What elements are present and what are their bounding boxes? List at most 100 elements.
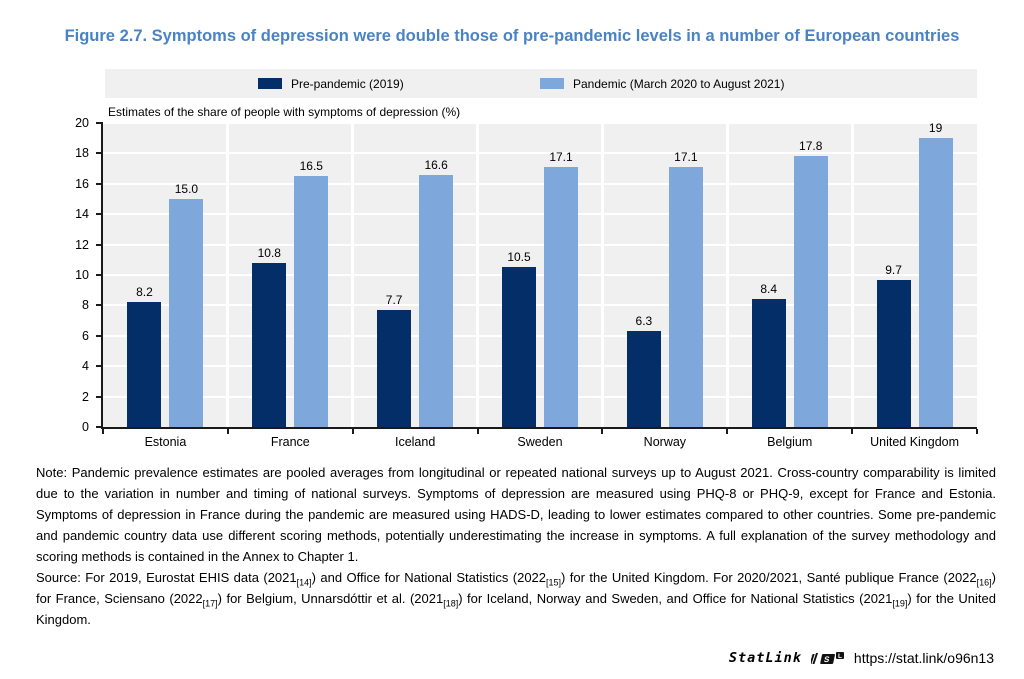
source-segment: Source: For 2019, Eurostat EHIS data (20… [36, 570, 297, 585]
bar-pre-pandemic: 8.2 [127, 285, 162, 427]
x-axis-tick [601, 429, 604, 434]
chart-legend: Pre-pandemic (2019) Pandemic (March 2020… [105, 69, 977, 98]
legend-label-pre-pandemic: Pre-pandemic (2019) [291, 76, 404, 91]
bar-value-label: 6.3 [635, 314, 653, 329]
gridline-horizontal [103, 122, 977, 124]
x-axis-tick [726, 429, 729, 434]
figure-title: Figure 2.7. Symptoms of depression were … [64, 27, 960, 45]
y-axis-tick [96, 334, 103, 337]
y-axis-tick-label: 6 [82, 328, 89, 343]
source-citation-ref: [19] [892, 598, 908, 609]
source-segment: ) for the United Kingdom. For 2020/2021,… [561, 570, 977, 585]
category-group: 8.2 15.0 [103, 123, 228, 427]
x-axis-category-label: Norway [643, 435, 687, 449]
x-axis-tick [351, 429, 354, 434]
bar-value-label: 15.0 [174, 182, 199, 196]
gridline-horizontal [103, 243, 977, 246]
x-axis-labels: Estonia France Iceland Sweden Norway Belgium U… [103, 427, 977, 449]
bar-value-label: 10.5 [507, 250, 531, 265]
bar-value-label: 17.8 [799, 139, 823, 154]
y-axis-tick-label: 4 [82, 359, 89, 374]
source-citation-ref: [18] [443, 598, 459, 609]
bar-value-label: 7.7 [385, 292, 403, 307]
source-segment: ) for Iceland, Norway and Sweden, and Of… [458, 591, 893, 606]
y-axis: 0 2 4 6 8 10 12 14 16 18 20 [0, 116, 103, 434]
svg-text:S: S [823, 655, 831, 664]
bar-pandemic: 17.1 [544, 150, 578, 427]
x-axis-tick [476, 429, 479, 434]
gridline-horizontal [103, 213, 977, 216]
gridline-horizontal [103, 334, 977, 337]
x-axis-category-label: Belgium [767, 435, 813, 449]
bar-pre-pandemic: 6.3 [626, 314, 661, 427]
y-axis-tick [96, 122, 103, 124]
x-axis-category-label: Estonia [144, 435, 187, 449]
x-axis-category-label: Iceland [394, 435, 436, 449]
source-citation-ref: [15] [546, 577, 562, 588]
category-group: 7.7 16.6 [353, 123, 478, 427]
bar-pre-pandemic: 10.8 [252, 246, 287, 427]
bar-pre-pandemic: 7.7 [377, 293, 412, 427]
y-axis-tick [96, 213, 103, 216]
source-citation-ref: [17] [202, 598, 218, 609]
x-axis-category-label: Sweden [517, 435, 563, 449]
x-axis-tick [976, 429, 978, 434]
bar-value-label: 16.6 [424, 157, 448, 172]
x-axis-tick [102, 429, 104, 434]
x-axis-line [101, 427, 977, 429]
y-axis-tick [96, 304, 103, 307]
chart-subtitle: Estimates of the share of people with sy… [108, 105, 461, 119]
y-axis-tick-label: 16 [75, 176, 89, 191]
gridline-horizontal [103, 152, 977, 155]
category-group: 10.8 16.5 [228, 123, 353, 427]
bar-pandemic: 16.6 [419, 158, 454, 427]
legend-item-pandemic: Pandemic (March 2020 to August 2021) [540, 77, 784, 91]
category-group: 9.7 19 [852, 121, 977, 427]
legend-label-pandemic: Pandemic (March 2020 to August 2021) [573, 76, 785, 91]
svg-text:L: L [838, 653, 842, 660]
source-segment: ) for the United Kingdom. [36, 591, 996, 627]
bar-pandemic: 17.8 [793, 139, 828, 427]
bar-pandemic: 19 [918, 121, 953, 427]
x-axis-tick [851, 429, 854, 434]
bar-pre-pandemic: 9.7 [876, 263, 911, 427]
y-axis-tick-label: 14 [75, 207, 89, 222]
bar-pandemic: 16.5 [294, 159, 329, 427]
statlink-icon: S L [810, 652, 844, 664]
y-axis-tick-label: 0 [82, 420, 89, 434]
bar-value-label: 8.2 [136, 285, 153, 300]
y-axis-tick-label: 8 [82, 298, 89, 313]
x-axis-category-label: United Kingdom [870, 435, 960, 449]
source-citation-ref: [14] [296, 577, 312, 588]
bar-pre-pandemic: 10.5 [502, 250, 536, 427]
gridline-vertical [476, 123, 480, 427]
x-axis-category-label: France [270, 435, 310, 449]
statlink-url[interactable]: https://stat.link/o96n13 [853, 650, 994, 666]
bar-pandemic: 15.0 [169, 182, 204, 427]
gridline-horizontal [103, 365, 977, 368]
statlink-brand: StatLink [728, 650, 802, 666]
legend-item-pre-pandemic: Pre-pandemic (2019) [258, 77, 404, 91]
source-segment: ) and Office for National Statistics (20… [311, 570, 547, 585]
plot-area: 8.2 15.0 10.8 16.5 7.7 16.6 10.5 17.1 6.3 17.1 8.4… [101, 121, 978, 434]
gridline-vertical [226, 123, 230, 427]
y-axis-tick [96, 274, 103, 276]
bar-chart: 0 2 4 6 8 10 12 14 16 18 20 8.2 15.0 10.8 16.5 7.7 16.6… [0, 116, 1024, 434]
bar-value-label: 16.5 [299, 159, 323, 174]
legend-swatch-pandemic [540, 78, 564, 89]
gridline-vertical [600, 123, 604, 427]
category-group: 8.4 17.8 [727, 123, 852, 427]
gridline-vertical [850, 123, 854, 427]
y-axis-tick [96, 365, 103, 368]
y-axis-tick-label: 12 [75, 237, 89, 252]
bar-pandemic: 17.1 [668, 150, 703, 427]
source-citation-ref: [16] [976, 577, 992, 588]
bar-value-label: 19 [928, 121, 943, 136]
y-axis-tick-label: 20 [75, 116, 89, 130]
y-axis-tick-label: 2 [82, 389, 89, 404]
y-axis-tick [96, 395, 103, 398]
gridline-horizontal [103, 182, 977, 185]
category-group: 6.3 17.1 [602, 123, 727, 427]
bar-value-label: 9.7 [885, 262, 902, 277]
